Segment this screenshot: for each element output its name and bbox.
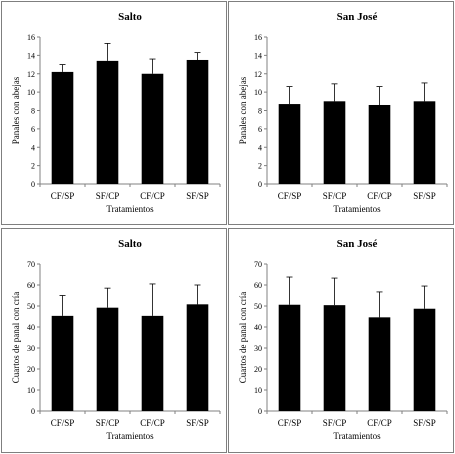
- x-tick-label: SF/CP: [96, 418, 120, 428]
- y-tick-label: 2: [258, 162, 262, 171]
- y-tick-label: 14: [254, 51, 262, 60]
- x-tick-label: SF/SP: [186, 418, 209, 428]
- y-tick-label: 6: [258, 125, 262, 134]
- y-tick-label: 12: [254, 70, 262, 79]
- x-tick-label: CF/CP: [367, 191, 392, 201]
- x-tick-label: SF/CP: [323, 418, 347, 428]
- bar-sf-cp: [96, 60, 119, 185]
- y-tick-label: 40: [254, 323, 262, 332]
- bar-cf-sp: [51, 315, 74, 411]
- x-tick-label: CF/CP: [140, 191, 165, 201]
- y-tick-label: 0: [258, 180, 262, 189]
- chart-svg: Salto 0 10 20 30 40 50 60 70 CF/SP SF/CP CF/CP SF/SP…: [11, 238, 221, 441]
- bar-sf-sp: [413, 101, 436, 184]
- y-tick-label: 10: [27, 386, 35, 395]
- chart-panel-salto-cria: Salto 0 10 20 30 40 50 60 70 CF/SP SF/CP CF/CP SF/SP…: [1, 228, 227, 453]
- y-tick-label: 20: [27, 365, 35, 374]
- x-axis-label: Tratamientos: [106, 204, 154, 214]
- chart-svg: San José 0 10 20 30 40 50 60 70 CF/SP SF/CP CF/CP SF…: [238, 238, 448, 441]
- chart-title: San José: [337, 238, 378, 250]
- y-tick-label: 10: [254, 386, 262, 395]
- y-axis-label: Cuartos de panal con cría: [238, 292, 248, 383]
- y-tick-label: 4: [258, 143, 262, 152]
- chart-svg: San José 0 2 4 6 8 10 12 14 16 CF/SP SF/CP CF/CP SF/S…: [238, 11, 448, 214]
- y-tick-label: 12: [27, 70, 35, 79]
- x-tick-label: CF/SP: [51, 418, 75, 428]
- bar-cf-cp: [368, 104, 391, 184]
- x-tick-label: CF/SP: [278, 191, 302, 201]
- chart-title: Salto: [118, 11, 142, 23]
- x-tick-label: CF/SP: [278, 418, 302, 428]
- bar-sf-cp: [96, 307, 119, 411]
- chart-title: San José: [337, 11, 378, 23]
- y-tick-label: 0: [31, 407, 35, 416]
- y-tick-label: 8: [31, 107, 35, 116]
- y-axis-label: Panales con abejas: [11, 76, 21, 144]
- bar-cf-cp: [368, 317, 391, 411]
- bar-sf-cp: [323, 305, 346, 411]
- y-tick-label: 2: [31, 162, 35, 171]
- y-tick-label: 20: [254, 365, 262, 374]
- x-tick-label: SF/SP: [413, 191, 436, 201]
- y-tick-label: 30: [254, 344, 262, 353]
- y-tick-label: 10: [27, 88, 35, 97]
- y-tick-label: 10: [254, 88, 262, 97]
- x-tick-label: SF/SP: [413, 418, 436, 428]
- y-axis-label: Panales con abejas: [238, 76, 248, 144]
- chart-panel-sanjose-cria: San José 0 10 20 30 40 50 60 70 CF/SP SF/CP CF/CP SF…: [228, 228, 454, 453]
- x-tick-label: SF/CP: [323, 191, 347, 201]
- bar-cf-sp: [51, 71, 74, 184]
- x-tick-label: CF/CP: [140, 418, 165, 428]
- bar-sf-sp: [413, 308, 436, 411]
- y-tick-label: 40: [27, 323, 35, 332]
- y-tick-label: 30: [27, 344, 35, 353]
- x-tick-label: SF/CP: [96, 191, 120, 201]
- bar-sf-sp: [186, 304, 209, 411]
- y-tick-label: 14: [27, 51, 35, 60]
- x-axis-label: Tratamientos: [333, 431, 381, 441]
- y-tick-label: 50: [254, 302, 262, 311]
- y-tick-label: 70: [254, 260, 262, 269]
- y-tick-label: 60: [254, 281, 262, 290]
- x-axis-label: Tratamientos: [106, 431, 154, 441]
- chart-panel-sanjose-panales: San José 0 2 4 6 8 10 12 14 16 CF/SP SF/CP CF/CP SF/S…: [228, 1, 454, 225]
- y-tick-label: 16: [27, 33, 35, 42]
- bar-sf-cp: [323, 101, 346, 184]
- y-axis-label: Cuartos de panal con cría: [11, 292, 21, 383]
- x-tick-label: CF/CP: [367, 418, 392, 428]
- bar-cf-sp: [278, 304, 301, 411]
- y-tick-label: 0: [258, 407, 262, 416]
- bar-cf-sp: [278, 104, 301, 184]
- x-tick-label: CF/SP: [51, 191, 75, 201]
- bar-sf-sp: [186, 59, 209, 184]
- x-axis-label: Tratamientos: [333, 204, 381, 214]
- chart-title: Salto: [118, 238, 142, 250]
- y-tick-label: 16: [254, 33, 262, 42]
- y-tick-label: 8: [258, 107, 262, 116]
- y-tick-label: 6: [31, 125, 35, 134]
- y-tick-label: 0: [31, 180, 35, 189]
- chart-svg: Salto 0 2 4 6 8 10 12 14 16 CF/SP SF/CP CF/CP SF/SP Tr…: [11, 11, 221, 214]
- x-tick-label: SF/SP: [186, 191, 209, 201]
- y-tick-label: 50: [27, 302, 35, 311]
- chart-panel-salto-panales: Salto 0 2 4 6 8 10 12 14 16 CF/SP SF/CP CF/CP SF/SP Tr…: [1, 1, 227, 225]
- y-tick-label: 60: [27, 281, 35, 290]
- y-tick-label: 70: [27, 260, 35, 269]
- bar-cf-cp: [141, 315, 164, 411]
- bar-cf-cp: [141, 73, 164, 184]
- y-tick-label: 4: [31, 143, 35, 152]
